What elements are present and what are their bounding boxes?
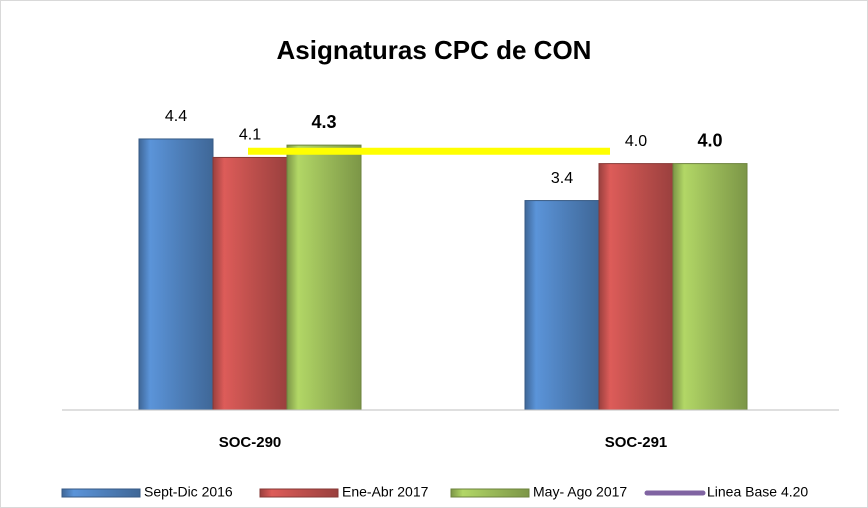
legend-swatch	[61, 488, 141, 498]
bar	[212, 156, 288, 411]
bar	[286, 144, 362, 411]
bar	[598, 163, 674, 411]
data-label: 4.0	[625, 133, 647, 150]
legend-label: Linea Base 4.20	[707, 484, 808, 500]
legend-label: Ene-Abr 2017	[342, 484, 429, 500]
data-label: 4.0	[697, 130, 722, 150]
legend-label: May- Ago 2017	[533, 484, 627, 500]
legend-swatch	[259, 488, 339, 498]
x-tick-label: SOC-290	[219, 434, 282, 451]
bar	[672, 163, 748, 411]
data-label: 4.1	[239, 127, 261, 144]
data-label: 4.4	[165, 108, 187, 125]
chart-title: Asignaturas CPC de CON	[277, 35, 592, 65]
bar	[138, 138, 214, 411]
data-label: 4.3	[311, 112, 336, 132]
data-label: 3.4	[551, 170, 573, 187]
x-tick-label: SOC-291	[605, 434, 668, 451]
legend-swatch	[450, 488, 530, 498]
bar	[524, 200, 600, 411]
legend-label: Sept-Dic 2016	[144, 484, 233, 500]
